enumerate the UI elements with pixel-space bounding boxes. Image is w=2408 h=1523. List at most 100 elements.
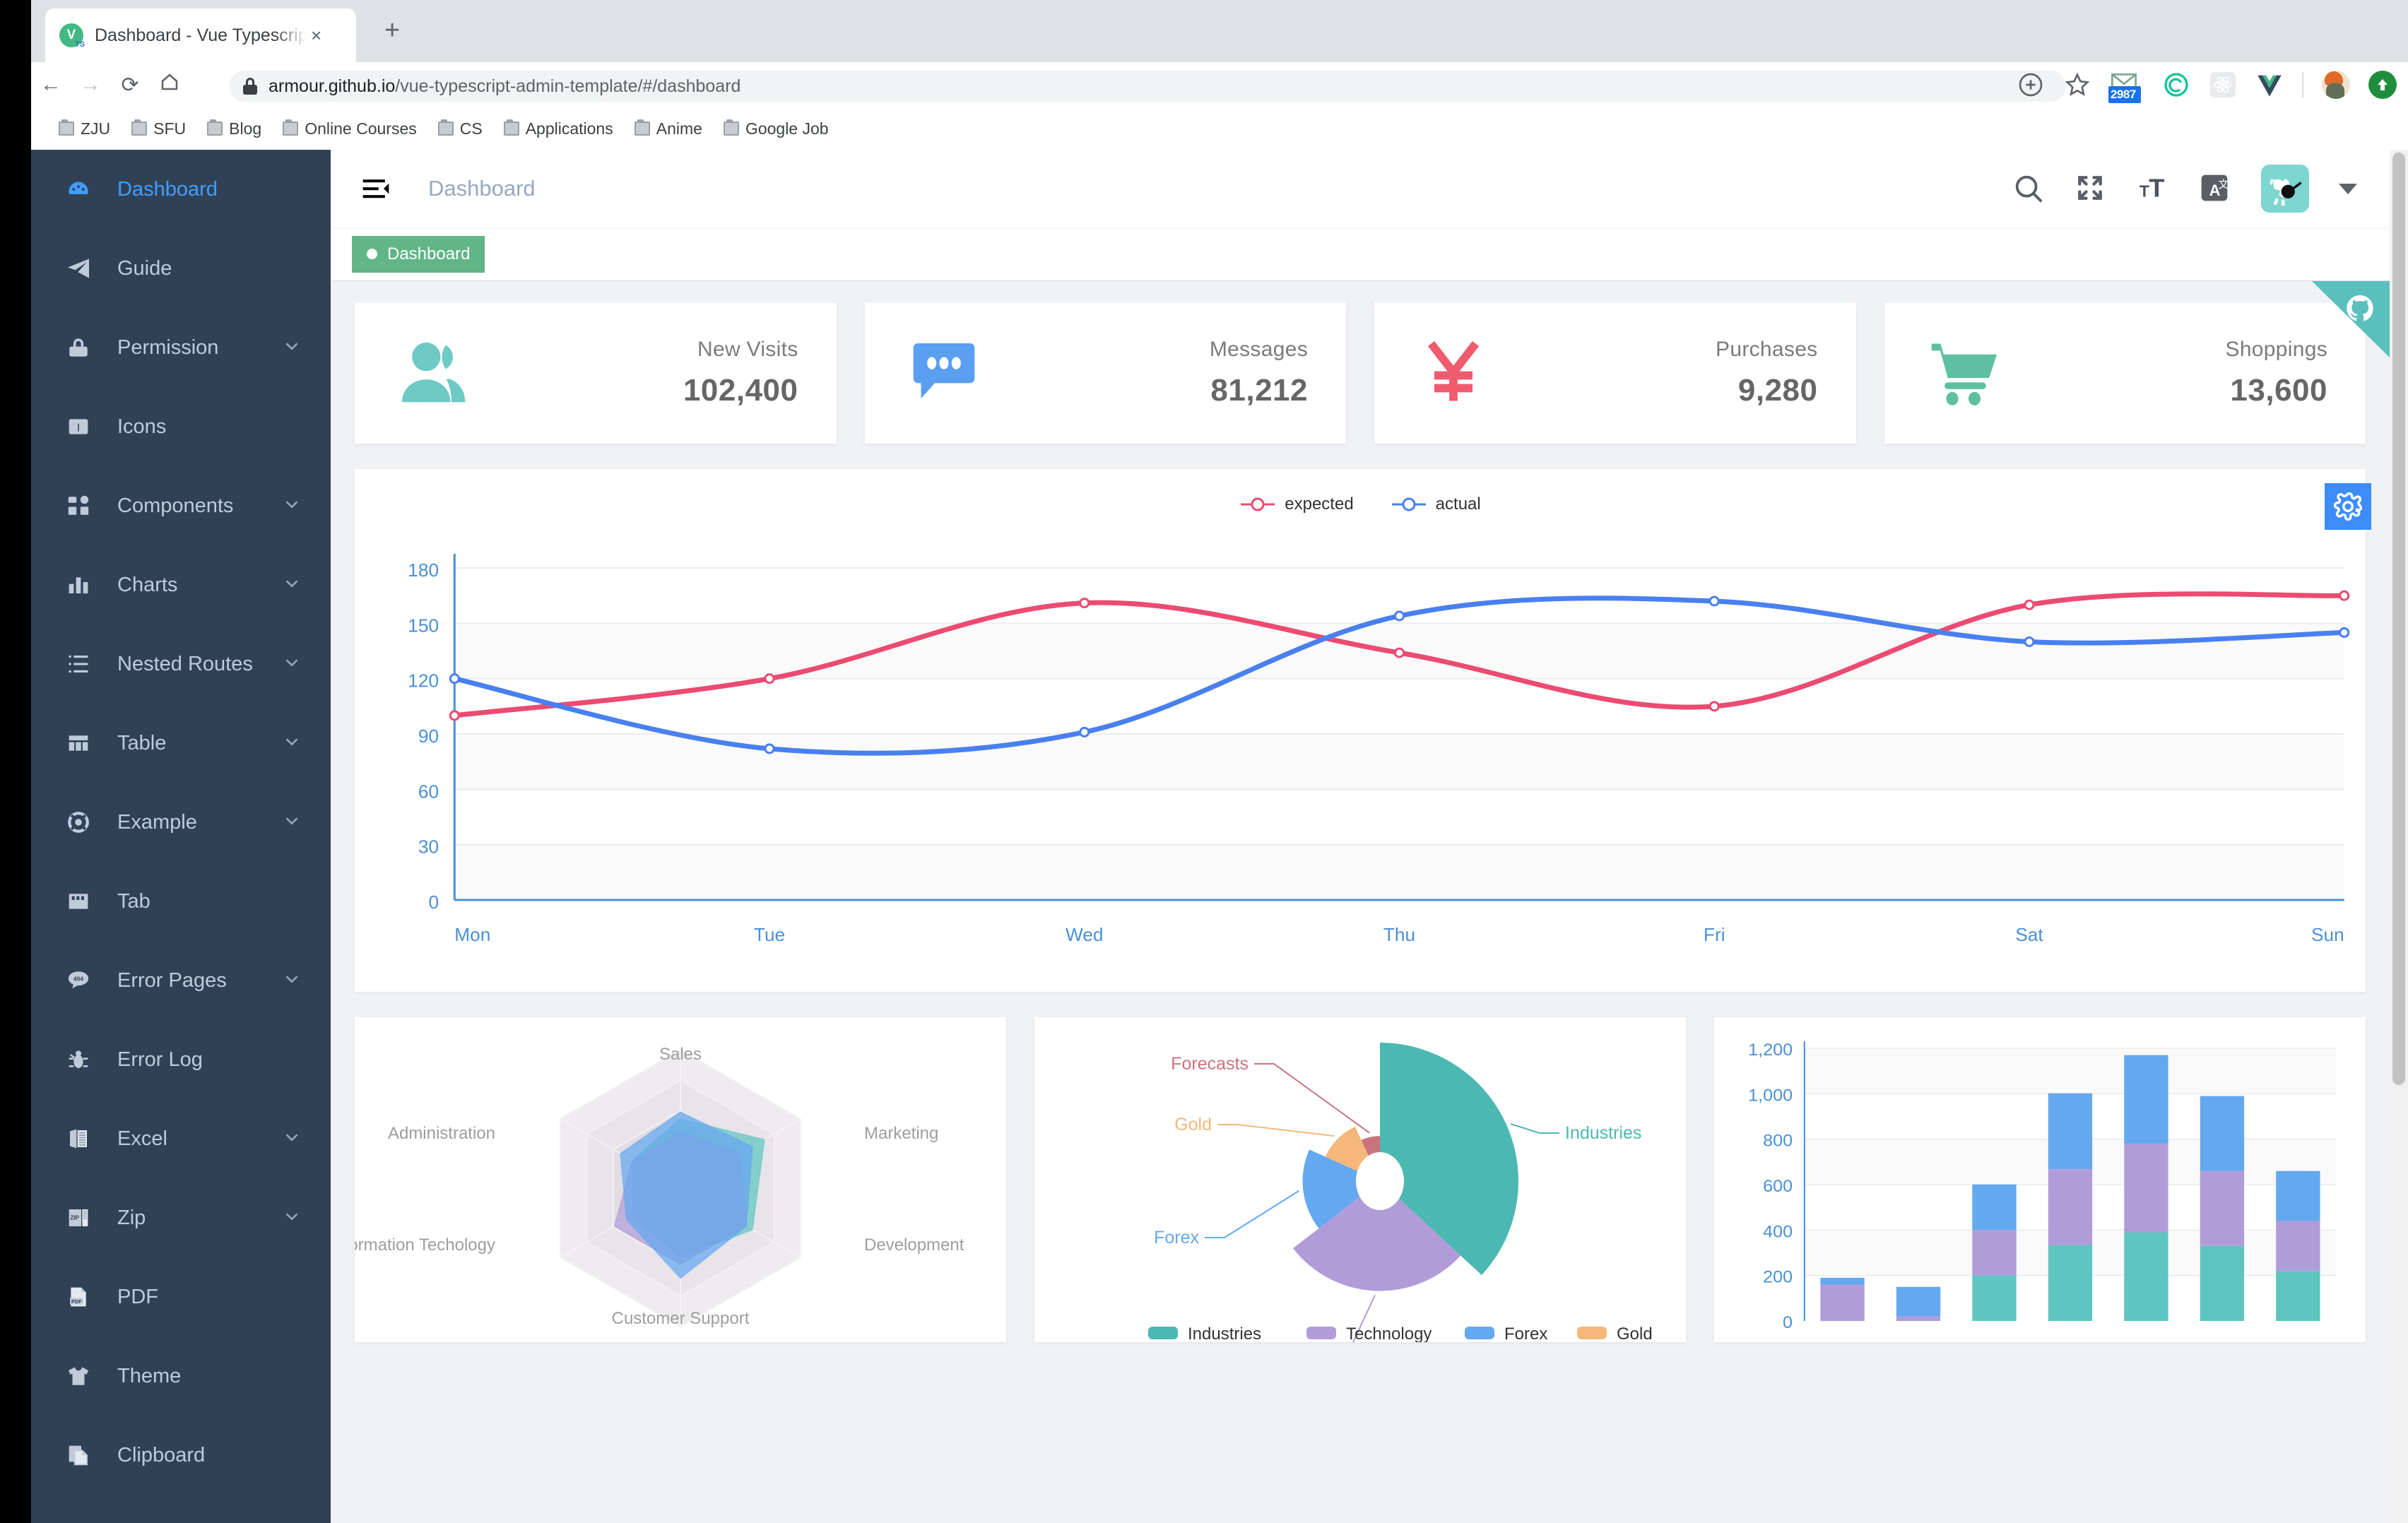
sidebar-item-permission[interactable]: Permission	[31, 308, 331, 387]
new-tab-button[interactable]: +	[384, 16, 401, 45]
sidebar-item-tab[interactable]: Tab	[31, 862, 331, 941]
svg-text:ZIP: ZIP	[70, 1215, 79, 1221]
sidebar-item-guide[interactable]: Guide	[31, 229, 331, 308]
sidebar-item-dashboard[interactable]: Dashboard	[31, 150, 331, 229]
svg-text:400: 400	[1763, 1223, 1793, 1241]
collapse-sidebar-icon[interactable]	[360, 173, 391, 204]
page-scrollbar[interactable]	[2390, 150, 2408, 1523]
bookmark-label: Anime	[656, 119, 702, 138]
sidebar-item-clipboard[interactable]: Clipboard	[31, 1416, 331, 1495]
tab-strip: VTS Dashboard - Vue Typescript Ad × +	[31, 0, 2408, 62]
svg-text:404: 404	[73, 976, 83, 983]
mail-badge-icon[interactable]: 2987	[2108, 71, 2144, 103]
sidebar-item-zip[interactable]: ZIP Zip	[31, 1178, 331, 1257]
github-ribbon[interactable]	[2312, 281, 2390, 357]
legend-item-expected[interactable]: expected	[1239, 494, 1354, 514]
url-path: /vue-typescript-admin-template/#/dashboa…	[395, 76, 741, 96]
lock-icon	[243, 78, 257, 95]
bookmark-item[interactable]: SFU	[125, 117, 192, 141]
stacked-bar-panel: 0 200 400 600 800 1,000 1,200	[1714, 1017, 2366, 1342]
sidebar-item-label: Icons	[117, 415, 167, 438]
sidebar-item-label: Error Pages	[117, 968, 227, 992]
browser-tab[interactable]: VTS Dashboard - Vue Typescript Ad ×	[45, 8, 356, 62]
back-button[interactable]: ←	[40, 73, 61, 96]
chevron-down-icon[interactable]	[2339, 183, 2357, 194]
sidebar-item-example[interactable]: Example	[31, 783, 331, 862]
legend-item-actual[interactable]: actual	[1391, 494, 1481, 514]
react-devtools-icon[interactable]	[2209, 71, 2237, 99]
svg-text:Administration: Administration	[388, 1124, 495, 1143]
bookmark-item[interactable]: Applications	[497, 117, 620, 141]
stat-cards-row: New Visits 102,400 Messages	[355, 302, 2366, 444]
bug-icon	[62, 1048, 95, 1071]
sidebar-item-table[interactable]: Table	[31, 704, 331, 783]
bookmark-item[interactable]: Anime	[628, 117, 709, 141]
sidebar-item-theme[interactable]: Theme	[31, 1337, 331, 1416]
sidebar-item-label: Guide	[117, 256, 172, 280]
sidebar-item-error-log[interactable]: Error Log	[31, 1020, 331, 1099]
search-icon[interactable]	[2012, 172, 2045, 205]
sidebar-item-components[interactable]: Components	[31, 466, 331, 545]
sidebar-item-charts[interactable]: Charts	[31, 545, 331, 624]
tag-dashboard[interactable]: Dashboard	[352, 235, 485, 273]
chevron-down-icon	[281, 968, 302, 993]
bookmark-item[interactable]: CS	[432, 117, 489, 141]
guide-paperplane-icon	[62, 256, 95, 281]
example-lifebuoy-icon	[62, 810, 95, 834]
svg-text:150: 150	[408, 615, 439, 636]
profile-avatar-icon[interactable]	[2322, 71, 2350, 99]
svg-text:30: 30	[418, 836, 439, 858]
nested-list-icon	[62, 653, 95, 675]
bookmark-item[interactable]: Online Courses	[276, 117, 423, 141]
address-bar[interactable]: armour.github.io/vue-typescript-admin-te…	[229, 71, 2066, 102]
svg-text:1,200: 1,200	[1748, 1041, 1793, 1059]
window-left-gutter	[0, 0, 31, 1523]
avatar[interactable]	[2261, 165, 2309, 213]
sidebar-item-pdf[interactable]: PDF PDF	[31, 1257, 331, 1337]
browser-toolbar: ← → ⟳ armour.github.io/vue-typescript-ad…	[31, 62, 2408, 107]
forward-button[interactable]: →	[80, 73, 101, 96]
stat-card-value: 13,600	[2230, 373, 2327, 408]
bookmark-item[interactable]: ZJU	[52, 117, 117, 141]
business-rose-panel: Industries Technology Forex Gold Forecasts In…	[1034, 1017, 1686, 1342]
stat-card-purchases[interactable]: Purchases 9,280	[1374, 302, 1856, 444]
stat-card-messages[interactable]: Messages 81,212	[864, 302, 1346, 444]
sidebar[interactable]: Dashboard Guide Permission I Icons	[31, 150, 331, 1523]
vue-devtools-icon[interactable]	[2255, 71, 2284, 99]
tab-title: Dashboard - Vue Typescript Ad	[95, 25, 307, 45]
tags-view: Dashboard	[331, 227, 2390, 281]
bookmark-star-icon[interactable]	[2063, 71, 2091, 99]
sidebar-item-nested-routes[interactable]: Nested Routes	[31, 624, 331, 704]
sidebar-item-error-pages[interactable]: 404 Error Pages	[31, 941, 331, 1020]
stat-card-new-visits[interactable]: New Visits 102,400	[355, 302, 837, 444]
stat-card-shoppings[interactable]: Shoppings 13,600	[1884, 302, 2366, 444]
sidebar-item-icons[interactable]: I Icons	[31, 387, 331, 466]
bookmark-label: Online Courses	[305, 119, 417, 138]
close-icon[interactable]: ×	[311, 24, 322, 46]
add-page-icon[interactable]	[2017, 71, 2045, 99]
svg-text:A: A	[2209, 182, 2221, 199]
weekly-line-chart-svg: 0 30 60 90 120 150 180 Mon Tue Wed Thu Fri Sat Sun	[408, 554, 2350, 945]
folder-icon	[131, 119, 148, 136]
grammarly-icon[interactable]	[2162, 71, 2190, 99]
update-icon[interactable]	[2368, 71, 2397, 99]
sidebar-item-excel[interactable]: Excel	[31, 1099, 331, 1178]
svg-text:Industries: Industries	[1565, 1123, 1641, 1143]
bookmark-item[interactable]: Google Job	[717, 117, 835, 141]
svg-text:0: 0	[1783, 1313, 1793, 1332]
excel-icon	[62, 1127, 95, 1150]
home-button[interactable]	[150, 71, 189, 98]
reload-button[interactable]: ⟳	[121, 73, 139, 97]
radar-chart-svg: Sales Marketing Development Customer Suppor…	[355, 1045, 964, 1328]
sidebar-item-label: Theme	[117, 1364, 182, 1387]
scrollbar-thumb[interactable]	[2392, 153, 2405, 1085]
department-radar-panel: Sales Marketing Development Customer Suppor…	[355, 1017, 1006, 1342]
fullscreen-icon[interactable]	[2074, 172, 2107, 205]
settings-fab-button[interactable]	[2325, 483, 2371, 530]
bookmark-item[interactable]: Blog	[201, 117, 268, 141]
bookmark-label: Google Job	[745, 119, 829, 138]
svg-text:Fri: Fri	[1704, 924, 1725, 945]
sidebar-item-label: Charts	[117, 573, 178, 596]
